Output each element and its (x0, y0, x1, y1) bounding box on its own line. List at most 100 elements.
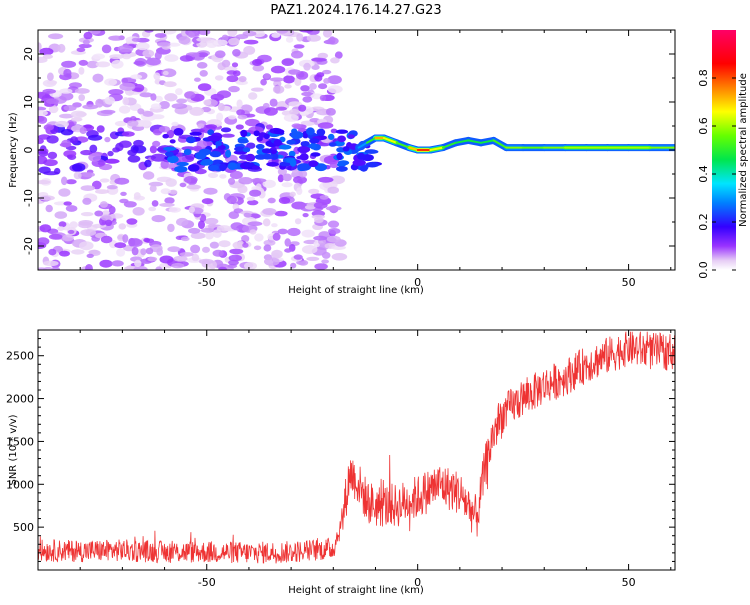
noise-cell (38, 166, 51, 174)
noise-cell (262, 218, 271, 227)
low-frequency-cell (162, 133, 169, 139)
noise-cell (60, 176, 68, 186)
low-frequency-cell (251, 165, 261, 170)
noise-cell (236, 109, 246, 116)
ridge-segment (395, 141, 411, 149)
noise-cell (302, 213, 309, 218)
noise-cell (269, 77, 285, 82)
noise-cell (229, 170, 243, 180)
noise-cell (242, 242, 249, 248)
low-frequency-cell (365, 161, 380, 168)
noise-cell (54, 167, 61, 175)
noise-cell (82, 104, 99, 110)
noise-cell (157, 42, 171, 47)
noise-cell (160, 188, 171, 195)
noise-cell (263, 73, 271, 79)
noise-cell (200, 228, 215, 233)
noise-cell (150, 103, 162, 110)
low-frequency-cell (286, 139, 296, 145)
low-frequency-cell (240, 129, 248, 138)
noise-cell (278, 197, 291, 204)
noise-cell (271, 249, 283, 259)
low-frequency-cell (278, 144, 292, 150)
noise-cell (263, 244, 272, 252)
noise-cell (95, 189, 110, 195)
noise-cell (293, 175, 307, 184)
noise-cell (120, 191, 127, 196)
top-y-axis-label: Frequency (Hz) (8, 112, 19, 188)
noise-cell (115, 142, 124, 152)
low-frequency-cell (263, 133, 270, 140)
noise-cell (236, 99, 243, 108)
y-tick-label: 2500 (6, 350, 34, 363)
colorbar: 0.0 0.2 0.4 0.6 0.8 Normalized spectral ampl… (697, 30, 749, 279)
noise-cell (127, 149, 137, 156)
noise-cell (322, 30, 333, 38)
noise-cell (107, 150, 114, 157)
low-frequency-cell (314, 163, 327, 172)
noise-cell (272, 232, 281, 241)
noise-cell (78, 221, 92, 229)
low-frequency-cell (273, 129, 285, 135)
noise-cell (85, 264, 93, 270)
noise-cell (129, 238, 143, 247)
noise-cell (134, 259, 142, 267)
low-frequency-cell (309, 138, 320, 144)
noise-cell (132, 207, 145, 216)
noise-cell (281, 58, 295, 66)
noise-cell (38, 180, 51, 185)
noise-cell (156, 248, 163, 256)
low-frequency-cell (219, 163, 227, 172)
noise-cell (203, 99, 212, 106)
colorbar-tick-label: 0.0 (697, 261, 710, 279)
noise-cell (289, 191, 296, 197)
noise-cell (271, 223, 278, 228)
noise-cell (319, 94, 327, 102)
noise-cell (226, 75, 239, 83)
colorbar-tick-label: 0.8 (697, 69, 710, 87)
noise-cell (237, 185, 248, 194)
noise-cell (140, 248, 147, 256)
noise-cell (130, 74, 143, 80)
noise-cell (164, 93, 178, 102)
noise-cell (247, 199, 259, 206)
low-frequency-cell (234, 146, 246, 152)
noise-cell (228, 37, 240, 46)
noise-cell (291, 50, 304, 59)
noise-cell (216, 225, 232, 232)
noise-cell (51, 266, 60, 270)
low-frequency-cell (308, 160, 319, 168)
noise-cell (285, 36, 294, 43)
noise-cell (144, 30, 154, 33)
noise-cell (129, 116, 137, 122)
noise-cell (150, 153, 167, 162)
noise-cell (296, 33, 304, 42)
low-frequency-cell (208, 164, 219, 171)
noise-cell (190, 232, 206, 239)
noise-cell (309, 83, 317, 90)
noise-cell (137, 108, 145, 115)
noise-cell (314, 216, 324, 224)
noise-cell (82, 197, 92, 205)
low-frequency-cell (337, 135, 346, 143)
noise-cell (86, 60, 99, 69)
noise-cell (293, 254, 303, 260)
low-frequency-cell (207, 135, 221, 142)
noise-cell (214, 75, 224, 81)
noise-cell (147, 256, 158, 262)
noise-cell (58, 221, 67, 228)
noise-cell (250, 178, 267, 183)
noise-cell (243, 39, 259, 45)
noise-cell (314, 263, 328, 270)
noise-cell (194, 77, 201, 82)
noise-cell (220, 127, 232, 133)
noise-cell (325, 206, 342, 211)
noise-cell (203, 187, 218, 195)
noise-cell (188, 227, 201, 234)
noise-cell (197, 123, 205, 129)
low-frequency-cell (167, 155, 179, 164)
noise-cell (231, 62, 239, 68)
noise-cell (289, 108, 300, 116)
noise-cell (331, 252, 348, 261)
noise-cell (262, 208, 277, 215)
